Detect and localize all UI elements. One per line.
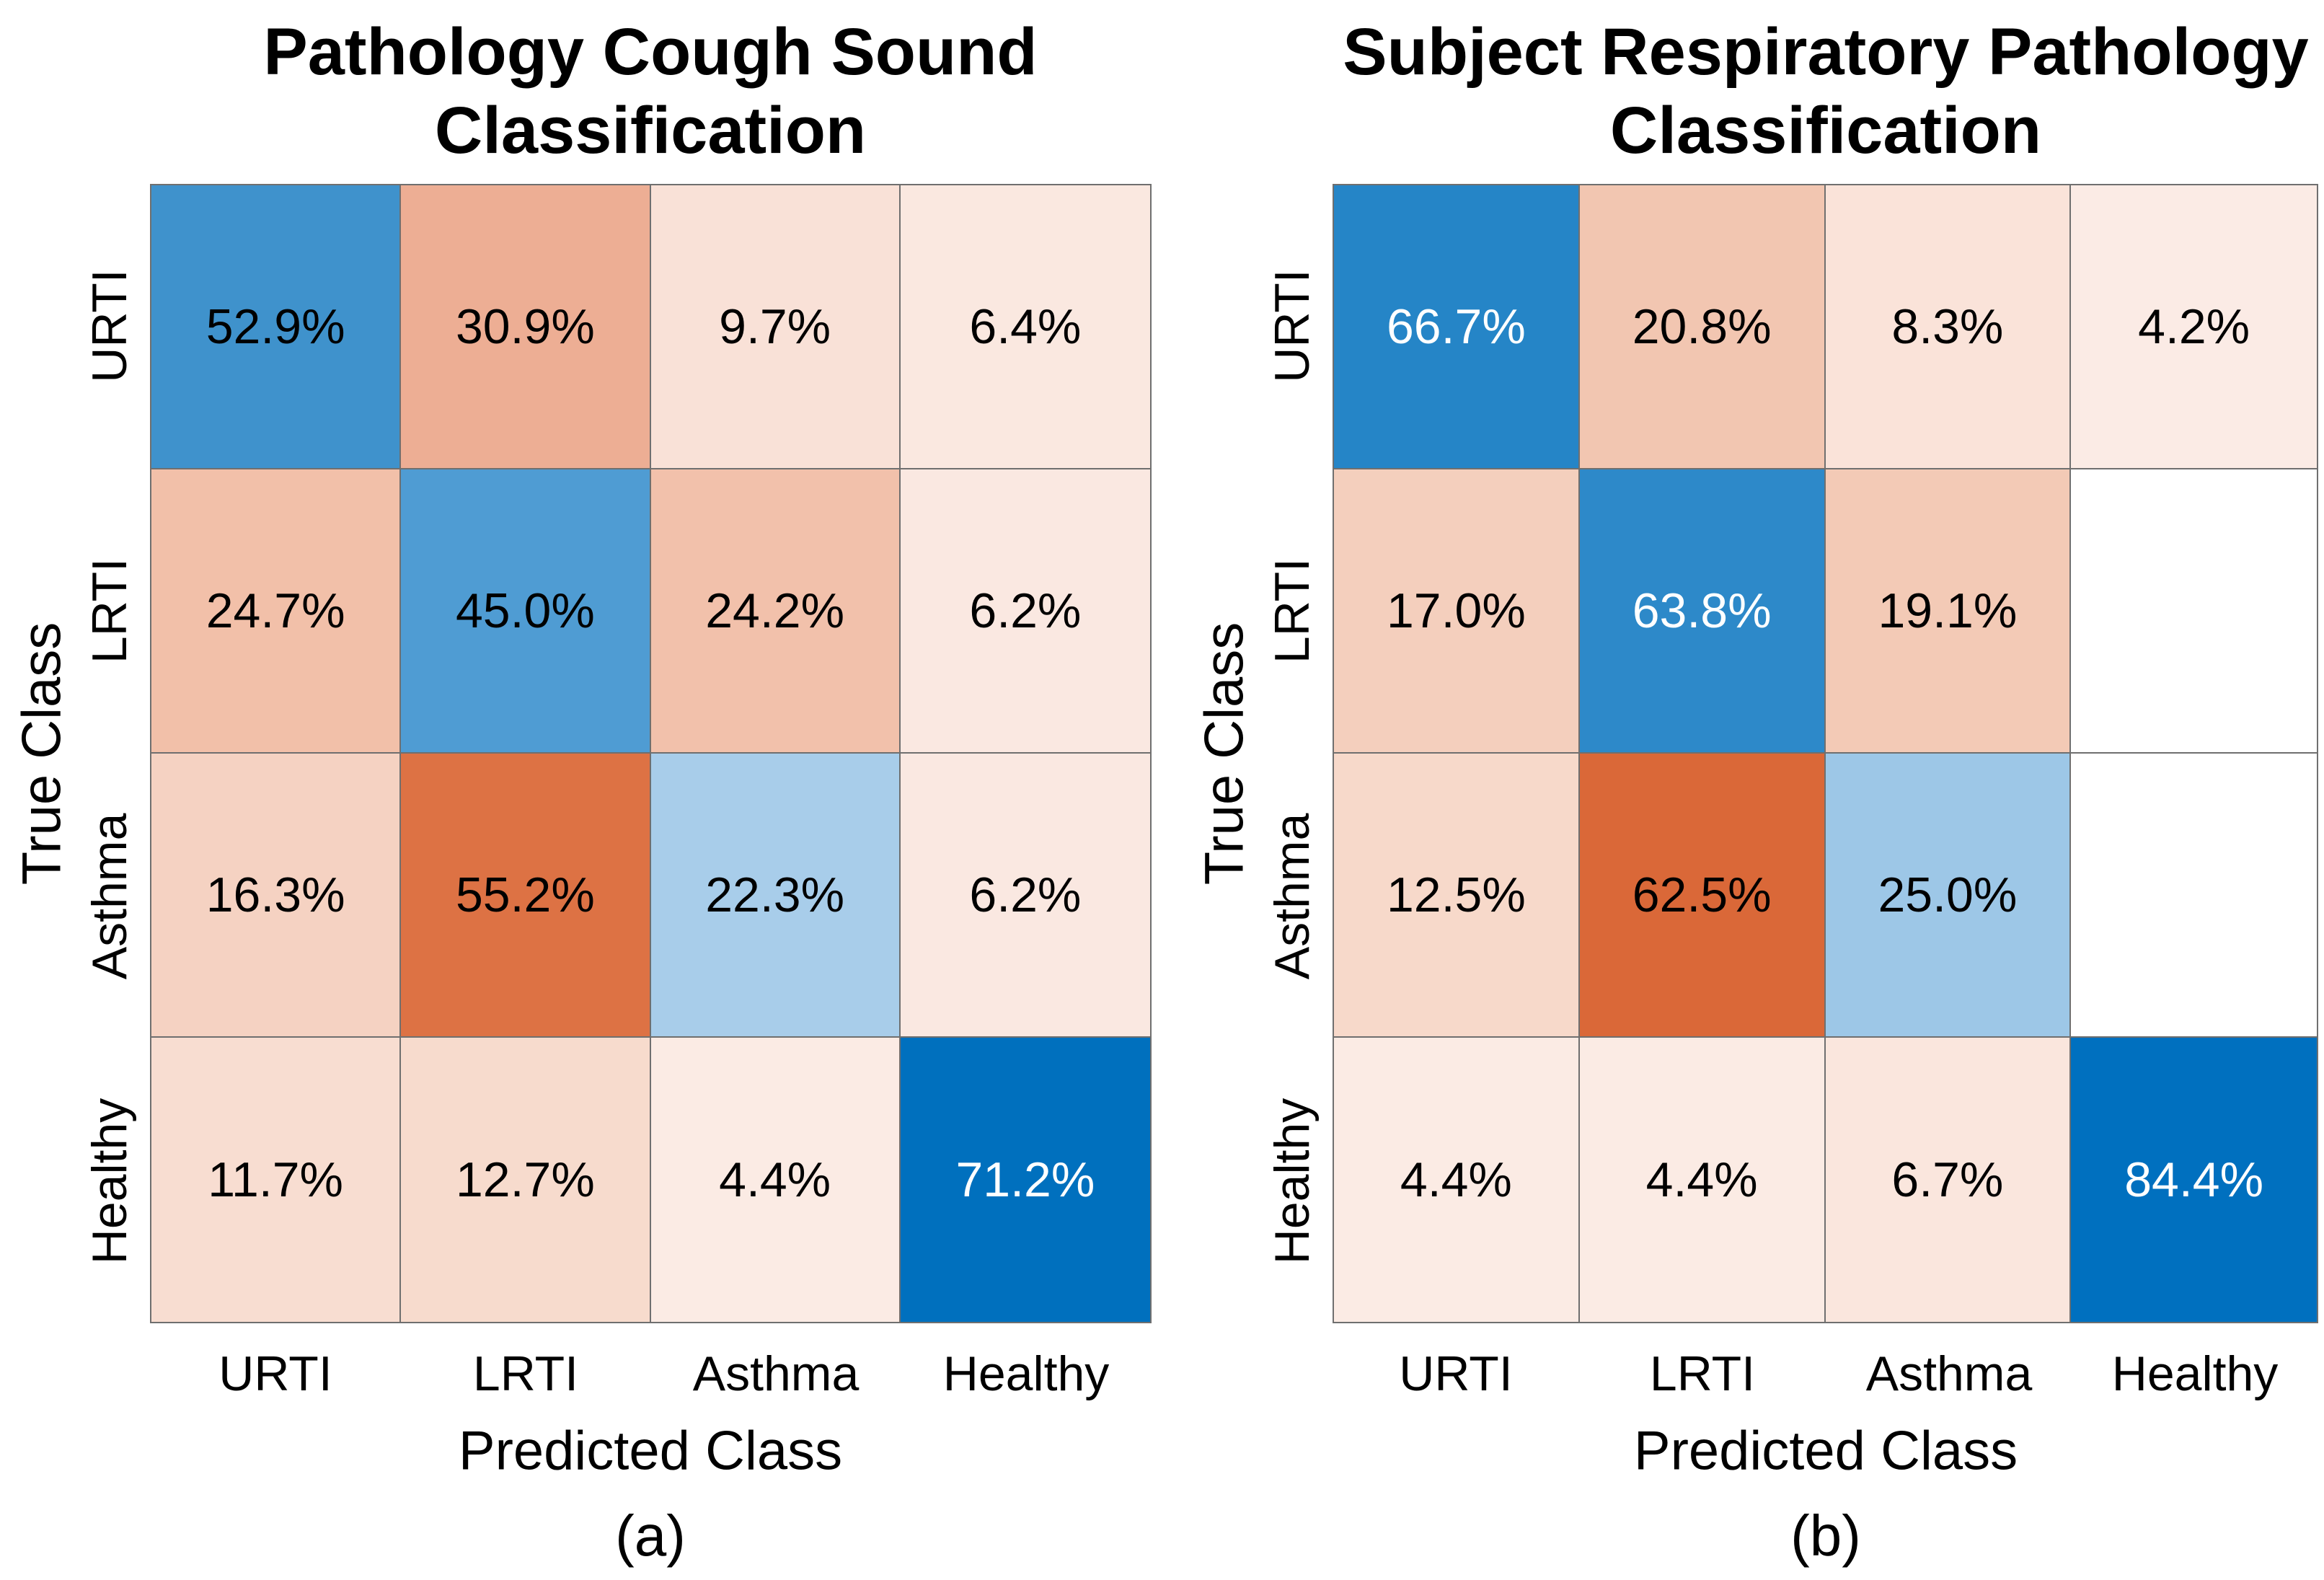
panel-b-confusion-matrix: 66.7% 20.8% 8.3% 4.2% 17.0% 63.8% 19.1% 12.5% 62… [1333, 184, 2318, 1323]
matrix-a-cell-r0c3: 6.4% [900, 185, 1150, 469]
panel-a-ytick-healthy: Healthy [82, 1098, 137, 1265]
panel-b-ytick-asthma: Asthma [1265, 813, 1320, 980]
panel-b-xtick-asthma: Asthma [1865, 1346, 2033, 1401]
matrix-b-cell-r2c1: 62.5% [1579, 754, 1826, 1038]
matrix-b-cell-r3c0: 4.4% [1334, 1038, 1580, 1322]
matrix-a-cell-r2c0: 16.3% [151, 754, 402, 1038]
matrix-a-cell-r1c2: 24.2% [650, 469, 901, 754]
panel-a-xtick-asthma: Asthma [692, 1346, 860, 1401]
matrix-b-cell-r2c0: 12.5% [1334, 754, 1580, 1038]
panel-b-caption: (b) [1790, 1504, 1861, 1568]
panel-b: Subject Respiratory Pathology Classifica… [1183, 0, 2324, 1580]
matrix-a-cell-r1c3: 6.2% [900, 469, 1150, 754]
matrix-a-cell-r1c0: 24.7% [151, 469, 402, 754]
panel-a-title-line-1: Pathology Cough Sound [263, 15, 1038, 89]
matrix-a-cell-r0c0: 52.9% [151, 185, 402, 469]
matrix-b-cell-r1c0: 17.0% [1334, 469, 1580, 754]
panel-b-y-axis-label: True Class [1193, 622, 1255, 886]
matrix-a-cell-r0c2: 9.7% [650, 185, 901, 469]
matrix-b-cell-r3c3: 84.4% [2071, 1038, 2317, 1322]
panel-b-x-axis-label: Predicted Class [1633, 1420, 2018, 1482]
matrix-b-cell-r0c3: 4.2% [2071, 185, 2317, 469]
panel-a-title: Pathology Cough Sound Classification [263, 13, 1037, 169]
panel-b-title: Subject Respiratory Pathology Classifica… [1343, 13, 2308, 169]
matrix-a-cell-r1c1: 45.0% [401, 469, 651, 754]
panel-a-y-axis-label: True Class [11, 622, 73, 886]
panel-a-ytick-urti: URTI [82, 269, 137, 383]
panel-b-ytick-lrti: LRTI [1265, 557, 1320, 664]
panel-a: Pathology Cough Sound Classification Tru… [11, 13, 1152, 1568]
matrix-a-cell-r3c0: 11.7% [151, 1038, 402, 1322]
matrix-a-cell-r3c3: 71.2% [900, 1038, 1150, 1322]
panel-a-confusion-matrix: 52.9% 30.9% 9.7% 6.4% 24.7% 45.0% 24.2% 6.2% 16.… [150, 184, 1152, 1323]
matrix-b-cell-r3c2: 6.7% [1825, 1038, 2072, 1322]
panel-a-title-line-2: Classification [434, 93, 867, 167]
panel-b-ytick-urti: URTI [1265, 269, 1320, 383]
matrix-a-cell-r2c2: 22.3% [650, 754, 901, 1038]
matrix-a-cell-r3c1: 12.7% [401, 1038, 651, 1322]
matrix-b-cell-r2c2: 25.0% [1825, 754, 2072, 1038]
panel-a-xtick-healthy: Healthy [942, 1346, 1110, 1401]
matrix-b-cell-r0c1: 20.8% [1579, 185, 1826, 469]
matrix-a-cell-r2c1: 55.2% [401, 754, 651, 1038]
matrix-b-cell-r1c2: 19.1% [1825, 469, 2072, 754]
matrix-b-cell-r3c1: 4.4% [1579, 1038, 1826, 1322]
matrix-a-cell-r3c2: 4.4% [650, 1038, 901, 1322]
panel-a-caption: (a) [615, 1504, 686, 1568]
matrix-b-cell-r0c2: 8.3% [1825, 185, 2072, 469]
panel-b-ytick-healthy: Healthy [1265, 1098, 1320, 1265]
panel-b-xtick-urti: URTI [1399, 1346, 1513, 1401]
panel-a-xtick-urti: URTI [218, 1346, 332, 1401]
panel-a-ytick-asthma: Asthma [82, 813, 137, 980]
panel-a-x-axis-label: Predicted Class [458, 1420, 843, 1482]
matrix-b-cell-r1c3 [2071, 469, 2317, 754]
panel-b-title-line-1: Subject Respiratory Pathology [1343, 15, 2309, 89]
matrix-a-cell-r2c3: 6.2% [900, 754, 1150, 1038]
panel-a-ytick-lrti: LRTI [82, 557, 137, 664]
matrix-a-cell-r0c1: 30.9% [401, 185, 651, 469]
panel-b-xtick-healthy: Healthy [2111, 1346, 2279, 1401]
panel-b-title-line-2: Classification [1609, 93, 2042, 167]
matrix-b-cell-r0c0: 66.7% [1334, 185, 1580, 469]
panel-b-xtick-lrti: LRTI [1649, 1346, 1756, 1401]
matrix-b-cell-r2c3 [2071, 754, 2317, 1038]
matrix-b-cell-r1c1: 63.8% [1579, 469, 1826, 754]
panel-a-xtick-lrti: LRTI [472, 1346, 579, 1401]
